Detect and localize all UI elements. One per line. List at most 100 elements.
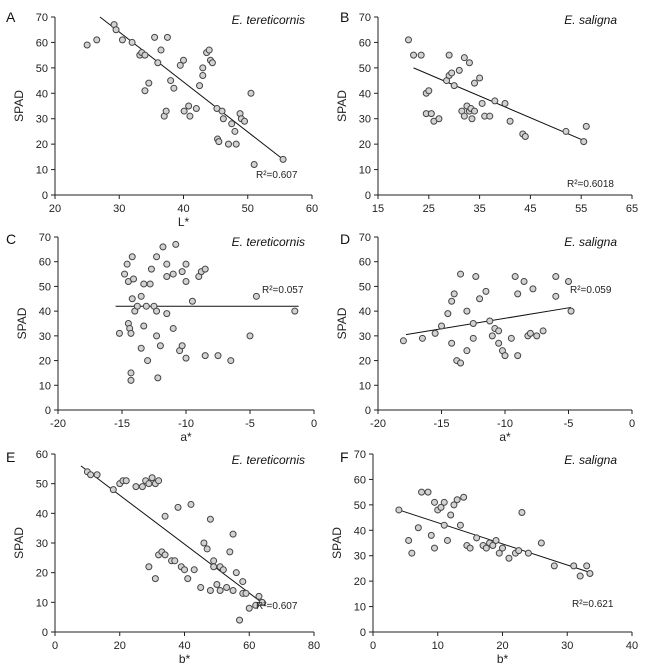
data-point bbox=[155, 477, 163, 485]
x-tick-label: 25 bbox=[423, 203, 435, 215]
data-point bbox=[128, 295, 136, 303]
data-point bbox=[562, 127, 570, 135]
data-point bbox=[469, 320, 477, 327]
x-axis-label: L* bbox=[178, 215, 190, 229]
data-point bbox=[460, 54, 468, 62]
data-point bbox=[180, 56, 187, 64]
x-tick-label: 10 bbox=[432, 640, 444, 652]
data-point bbox=[138, 483, 146, 491]
y-tick-label: 30 bbox=[359, 331, 371, 343]
y-tick-label: 60 bbox=[39, 257, 51, 269]
data-point bbox=[228, 120, 236, 128]
data-point bbox=[127, 376, 135, 384]
data-point bbox=[514, 352, 522, 360]
x-tick-label: 65 bbox=[626, 203, 638, 215]
y-tick-label: 20 bbox=[354, 576, 366, 588]
data-point bbox=[539, 327, 547, 335]
x-axis-label: b* bbox=[179, 652, 191, 664]
panel-letter: B bbox=[340, 9, 349, 25]
data-point bbox=[224, 140, 232, 148]
data-point bbox=[457, 270, 465, 278]
data-point bbox=[425, 87, 433, 95]
y-tick-label: 10 bbox=[359, 165, 371, 177]
panel-letter: A bbox=[6, 9, 16, 25]
y-tick-label: 10 bbox=[354, 602, 366, 614]
x-tick-label: 40 bbox=[178, 640, 190, 652]
data-point bbox=[187, 500, 195, 508]
y-tick-label: 60 bbox=[36, 449, 48, 461]
data-point bbox=[486, 112, 494, 120]
data-point bbox=[182, 354, 190, 362]
data-point bbox=[213, 581, 221, 589]
panel-f: 0 10 20 30 40 0 10 20 30 40 50 60 70 b* SPAD F E. salign… bbox=[330, 449, 638, 664]
data-point bbox=[521, 133, 529, 141]
data-point bbox=[112, 26, 120, 34]
panel-letter: C bbox=[6, 231, 16, 247]
data-point bbox=[208, 59, 216, 67]
data-point bbox=[223, 584, 231, 591]
data-point bbox=[395, 506, 403, 514]
y-tick-label: 30 bbox=[39, 331, 51, 343]
data-point bbox=[142, 302, 150, 310]
data-point bbox=[440, 498, 448, 506]
data-point bbox=[188, 297, 196, 305]
data-point bbox=[471, 79, 479, 87]
data-point bbox=[482, 544, 490, 552]
data-point bbox=[537, 539, 545, 547]
data-point bbox=[576, 572, 584, 580]
data-point bbox=[151, 575, 159, 583]
data-point bbox=[431, 544, 439, 552]
data-point bbox=[472, 273, 480, 281]
data-point bbox=[216, 586, 224, 594]
data-point bbox=[252, 601, 260, 609]
panel-letter: F bbox=[340, 449, 349, 465]
data-point bbox=[529, 285, 537, 293]
y-tick-label: 40 bbox=[36, 88, 48, 100]
data-point bbox=[515, 547, 523, 555]
data-point bbox=[514, 290, 522, 298]
data-point bbox=[130, 275, 138, 283]
y-tick-label: 30 bbox=[359, 114, 371, 126]
data-point bbox=[162, 107, 170, 115]
data-point bbox=[140, 322, 148, 330]
data-point bbox=[453, 496, 461, 504]
data-point bbox=[404, 36, 412, 44]
data-point bbox=[151, 33, 159, 41]
data-point bbox=[448, 339, 456, 347]
data-point bbox=[153, 253, 161, 261]
y-tick-label: 20 bbox=[359, 356, 371, 368]
panel-c: -20 -15 -10 -5 0 0 10 20 30 40 50 60 70 a* SPAD C E. ter… bbox=[6, 231, 317, 444]
x-tick-label: 30 bbox=[561, 640, 573, 652]
r-squared-label: R²=0.6018 bbox=[567, 179, 614, 190]
data-point bbox=[128, 253, 136, 261]
data-point bbox=[109, 486, 117, 494]
data-point bbox=[184, 575, 192, 583]
data-point bbox=[463, 307, 471, 315]
data-point bbox=[239, 578, 247, 586]
x-axis-label: a* bbox=[499, 430, 511, 444]
data-point bbox=[518, 508, 526, 516]
data-point bbox=[199, 71, 207, 79]
y-tick-label: 0 bbox=[42, 627, 48, 639]
data-point bbox=[424, 488, 432, 496]
x-tick-label: -20 bbox=[370, 418, 386, 430]
data-point bbox=[201, 265, 209, 273]
data-point bbox=[182, 277, 190, 285]
y-tick-label: 0 bbox=[365, 190, 371, 202]
panel-a: 20 30 40 50 60 0 10 20 30 40 50 60 70 L* SPAD A E. teret… bbox=[6, 9, 318, 229]
y-tick-label: 50 bbox=[359, 63, 371, 75]
data-point bbox=[408, 549, 416, 557]
data-point bbox=[146, 280, 154, 288]
x-tick-label: 40 bbox=[626, 640, 638, 652]
data-point bbox=[190, 566, 198, 574]
data-point bbox=[148, 474, 156, 482]
data-point bbox=[533, 332, 541, 340]
y-axis-label: SPAD bbox=[15, 307, 29, 339]
data-point bbox=[87, 471, 95, 479]
data-point bbox=[565, 277, 572, 285]
data-point bbox=[185, 102, 193, 110]
data-point bbox=[163, 260, 171, 268]
y-tick-label: 50 bbox=[354, 500, 366, 512]
x-tick-label: -5 bbox=[245, 418, 255, 430]
data-point bbox=[488, 332, 496, 340]
